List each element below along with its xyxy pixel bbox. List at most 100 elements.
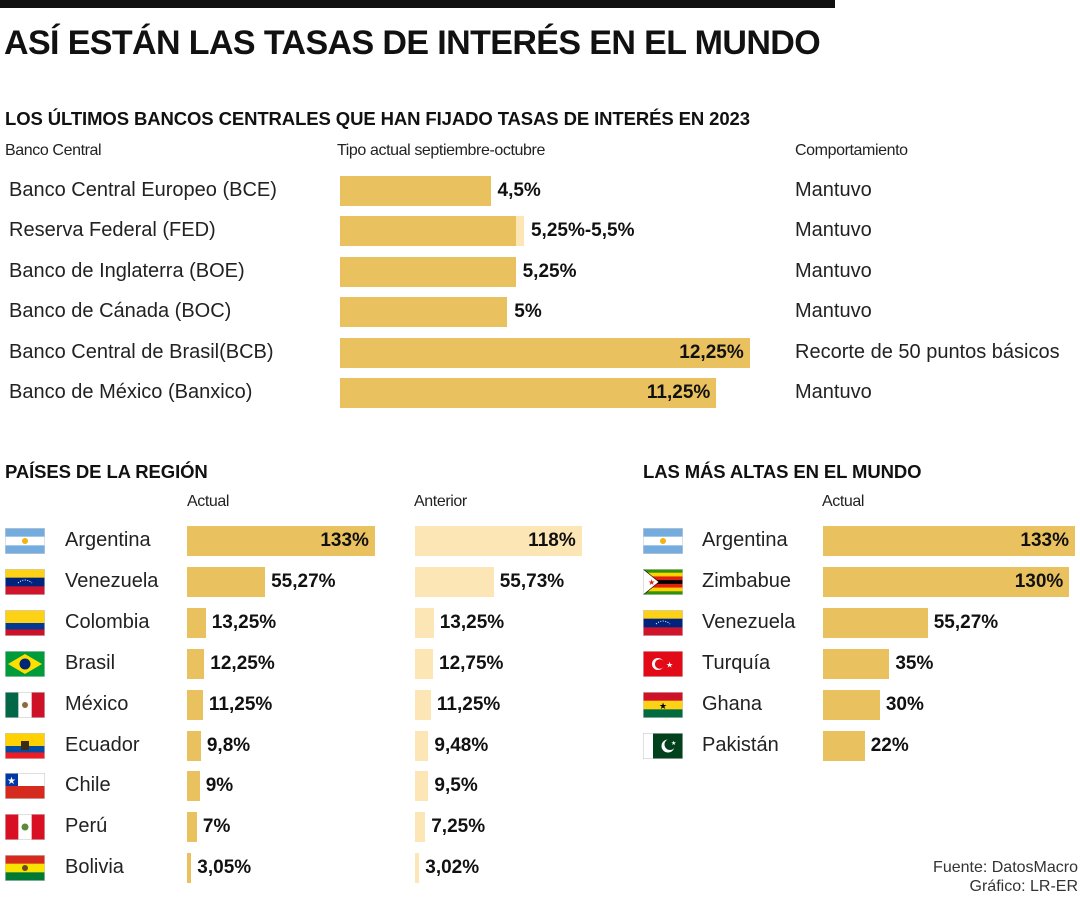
world-actual-bar (823, 566, 1070, 597)
region-actual-bar (187, 566, 266, 597)
bank-name: Banco Central de Brasil(BCB) (9, 340, 274, 363)
country-name: Argentina (65, 529, 151, 551)
region-actual-bar (187, 689, 203, 720)
bank-bar-label: 12,25% (679, 341, 744, 363)
region-actual-bar (187, 648, 205, 679)
country-name: Perú (65, 815, 108, 838)
region-actual-bar-label: 3,05% (197, 857, 252, 879)
bank-bar (340, 256, 516, 287)
region-actual-bar (187, 771, 200, 802)
region-col-actual: Actual (187, 493, 230, 510)
region-anterior-bar-label: 13,25% (439, 611, 505, 633)
bank-bar-label: 4,5% (497, 180, 541, 201)
world-section-title: LAS MÁS ALTAS EN EL MUNDO (643, 461, 922, 482)
region-anterior-bar (415, 526, 582, 556)
region-anterior-bar-label: 11,25% (436, 693, 501, 715)
world-actual-bar (823, 689, 880, 720)
col-header-rate: Tipo actual septiembre-octubre (337, 142, 545, 159)
bank-bar-label: 11,25% (646, 382, 711, 403)
region-anterior-bar (415, 771, 429, 802)
region-actual-bar (187, 853, 192, 884)
bank-behavior: Mantuvo (795, 300, 872, 323)
svg-text:★: ★ (666, 660, 673, 669)
world-actual-bar-label: 22% (870, 734, 909, 756)
mexico-flag-icon (5, 691, 46, 718)
country-name: Ghana (702, 692, 763, 715)
country-name: México (65, 692, 129, 715)
chile-flag-icon: ★ (5, 773, 46, 800)
argentina-flag-icon (643, 528, 684, 555)
world-actual-bar (823, 607, 928, 638)
ecuador-flag-icon (5, 732, 46, 759)
region-actual-bar-label: 133% (320, 530, 369, 551)
region-actual-bar-label: 12,25% (210, 652, 275, 674)
region-anterior-bar (415, 730, 429, 761)
region-actual-bar (187, 526, 375, 556)
world-actual-bar (823, 526, 1076, 556)
world-actual-bar-label: 30% (885, 693, 924, 715)
region-anterior-bar (415, 648, 434, 679)
region-actual-bar-label: 13,25% (211, 611, 277, 633)
bank-name: Reserva Federal (FED) (9, 219, 216, 242)
country-name: Argentina (702, 529, 788, 551)
region-anterior-bar-label: 55,73% (499, 570, 565, 592)
world-actual-bar (823, 730, 865, 761)
colombia-flag-icon (5, 609, 46, 636)
region-anterior-bar-label: 3,02% (425, 857, 480, 879)
country-name: Bolivia (65, 856, 124, 879)
turkey-flag-icon: ★ (643, 650, 684, 677)
world-col-actual: Actual (822, 493, 865, 510)
region-col-anterior: Anterior (414, 493, 467, 510)
region-anterior-bar-label: 9,48% (434, 734, 489, 756)
region-actual-bar-label: 9% (205, 775, 234, 797)
source-text: Fuente: DatosMacro (933, 859, 1078, 876)
bank-bar (340, 297, 508, 328)
region-anterior-bar (415, 812, 426, 843)
region-anterior-bar (415, 689, 431, 720)
bank-behavior: Mantuvo (795, 179, 872, 201)
region-actual-bar (187, 607, 206, 638)
bank-bar (340, 337, 750, 368)
region-actual-bar-label: 9,8% (206, 734, 251, 756)
bank-bar-label: 5% (514, 301, 542, 323)
country-name: Pakistán (702, 733, 779, 756)
svg-text:★: ★ (659, 701, 667, 711)
bank-name: Banco de Inglaterra (BOE) (9, 259, 245, 282)
region-anterior-bar-label: 12,75% (439, 652, 504, 674)
col-header-bank: Banco Central (5, 142, 102, 159)
bank-bar-label: 5,25%-5,5% (530, 220, 635, 242)
venezuela-flag-icon (5, 568, 46, 596)
credit-text: Gráfico: LR-ER (969, 878, 1078, 895)
banks-section-title: LOS ÚLTIMOS BANCOS CENTRALES QUE HAN FIJ… (5, 108, 750, 129)
region-actual-bar-label: 55,27% (271, 570, 336, 592)
argentina-flag-icon (5, 528, 46, 555)
region-anterior-bar (415, 853, 420, 884)
country-name: Turquía (702, 651, 771, 674)
region-anterior-bar (415, 607, 434, 638)
country-name: Colombia (65, 610, 150, 633)
page-title: ASÍ ESTÁN LAS TASAS DE INTERÉS EN EL MUN… (4, 24, 821, 62)
country-name: Venezuela (702, 610, 796, 633)
region-anterior-bar-label: 118% (528, 530, 576, 551)
svg-text:★: ★ (671, 740, 676, 747)
region-anterior-bar (415, 566, 494, 597)
country-name: Chile (65, 774, 111, 797)
bank-bar (340, 216, 516, 247)
bank-name: Banco de Cánada (BOC) (9, 300, 232, 323)
ghana-flag-icon: ★ (643, 691, 684, 719)
bank-bar-label: 5,25% (522, 260, 577, 282)
bank-bar (340, 176, 491, 206)
svg-text:★: ★ (7, 776, 16, 787)
bank-behavior: Mantuvo (795, 381, 872, 403)
region-actual-bar (187, 812, 197, 843)
peru-flag-icon (5, 814, 46, 841)
region-anterior-bar-label: 7,25% (431, 816, 486, 838)
world-actual-bar-label: 130% (1014, 570, 1064, 592)
country-name: Zimbabue (702, 569, 791, 592)
region-actual-bar-label: 11,25% (208, 693, 273, 715)
region-actual-bar (187, 730, 201, 761)
region-anterior-bar-label: 9,5% (434, 775, 478, 797)
region-actual-bar-label: 7% (202, 816, 231, 838)
bolivia-flag-icon (5, 855, 46, 882)
